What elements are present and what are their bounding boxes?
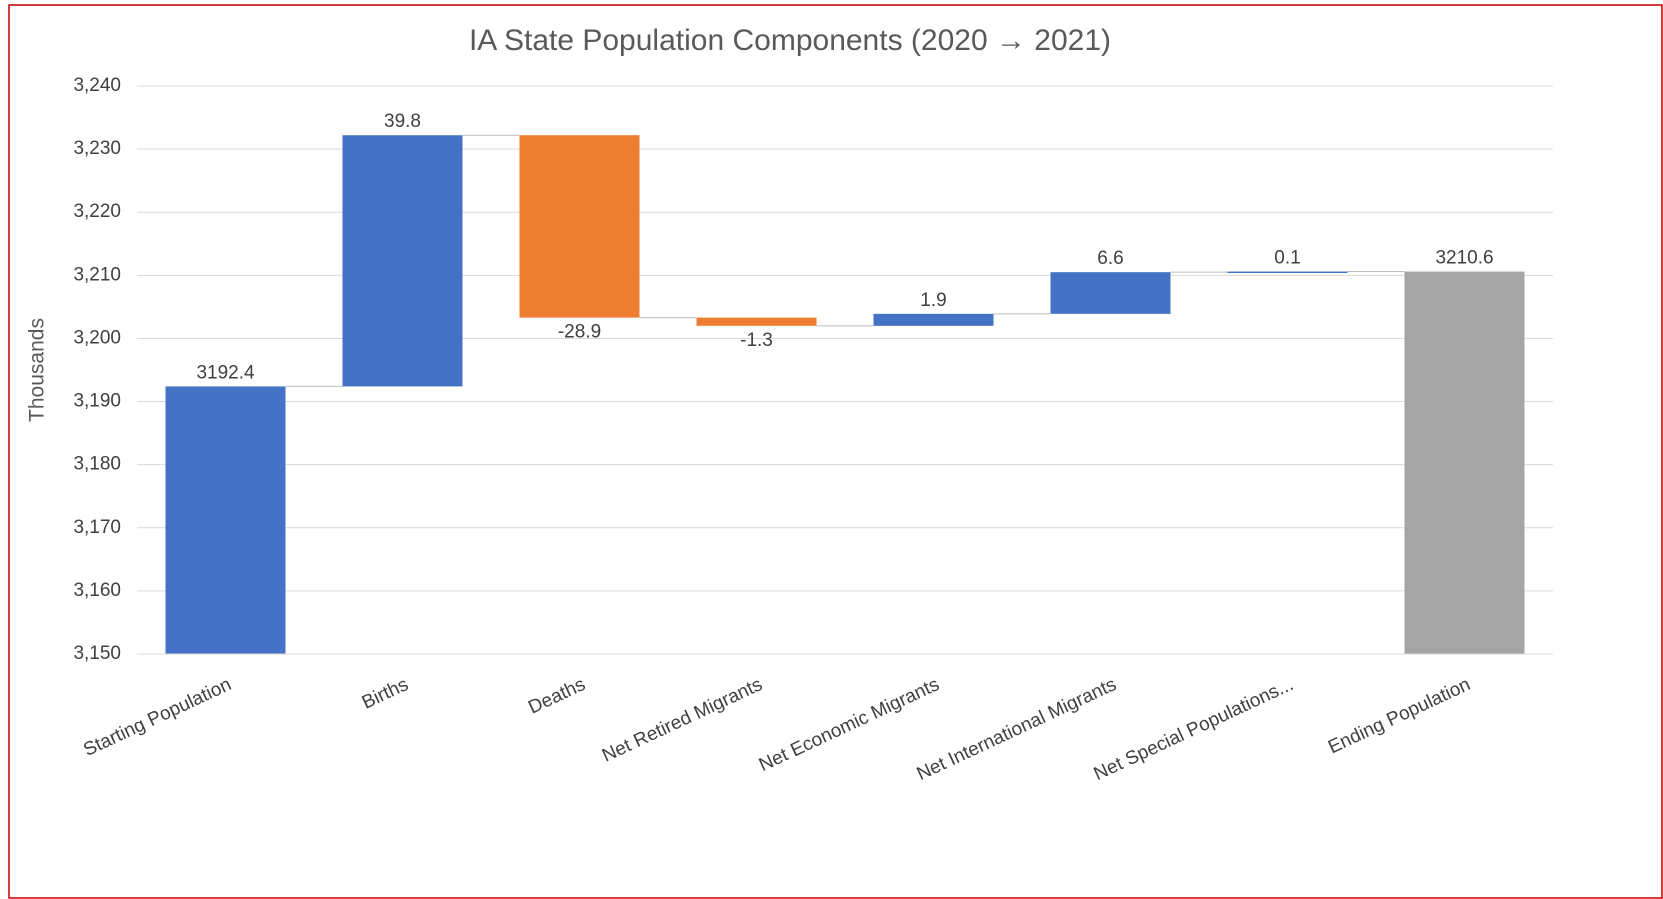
- data-label: 0.1: [1274, 248, 1300, 269]
- y-tick-label: 3,210: [73, 264, 121, 285]
- y-tick-label: 3,180: [73, 454, 121, 475]
- y-tick-label: 3,200: [73, 327, 121, 348]
- bar: [1227, 271, 1348, 274]
- data-label: -1.3: [740, 330, 773, 351]
- bar: [165, 386, 286, 654]
- y-tick-label: 3,190: [73, 391, 121, 412]
- data-label: 6.6: [1097, 248, 1123, 269]
- chart-title: IA State Population Components (2020 → 2…: [469, 24, 1111, 57]
- y-tick-label: 3,150: [73, 643, 121, 664]
- bar: [1404, 271, 1525, 654]
- bar: [1050, 272, 1171, 314]
- data-label: 1.9: [920, 290, 946, 311]
- bar: [519, 135, 640, 318]
- data-label: 3210.6: [1435, 248, 1493, 269]
- bar: [696, 317, 817, 326]
- data-label: 39.8: [384, 111, 421, 132]
- y-tick-label: 3,220: [73, 201, 121, 222]
- data-label: 3192.4: [196, 362, 255, 383]
- data-label: -28.9: [558, 322, 601, 343]
- y-axis-title: Thousands: [26, 318, 49, 422]
- bar: [873, 313, 994, 326]
- bar: [342, 135, 463, 387]
- y-tick-label: 3,230: [73, 138, 121, 159]
- y-tick-label: 3,170: [73, 517, 121, 538]
- y-tick-label: 3,240: [73, 75, 121, 96]
- y-tick-label: 3,160: [73, 580, 121, 601]
